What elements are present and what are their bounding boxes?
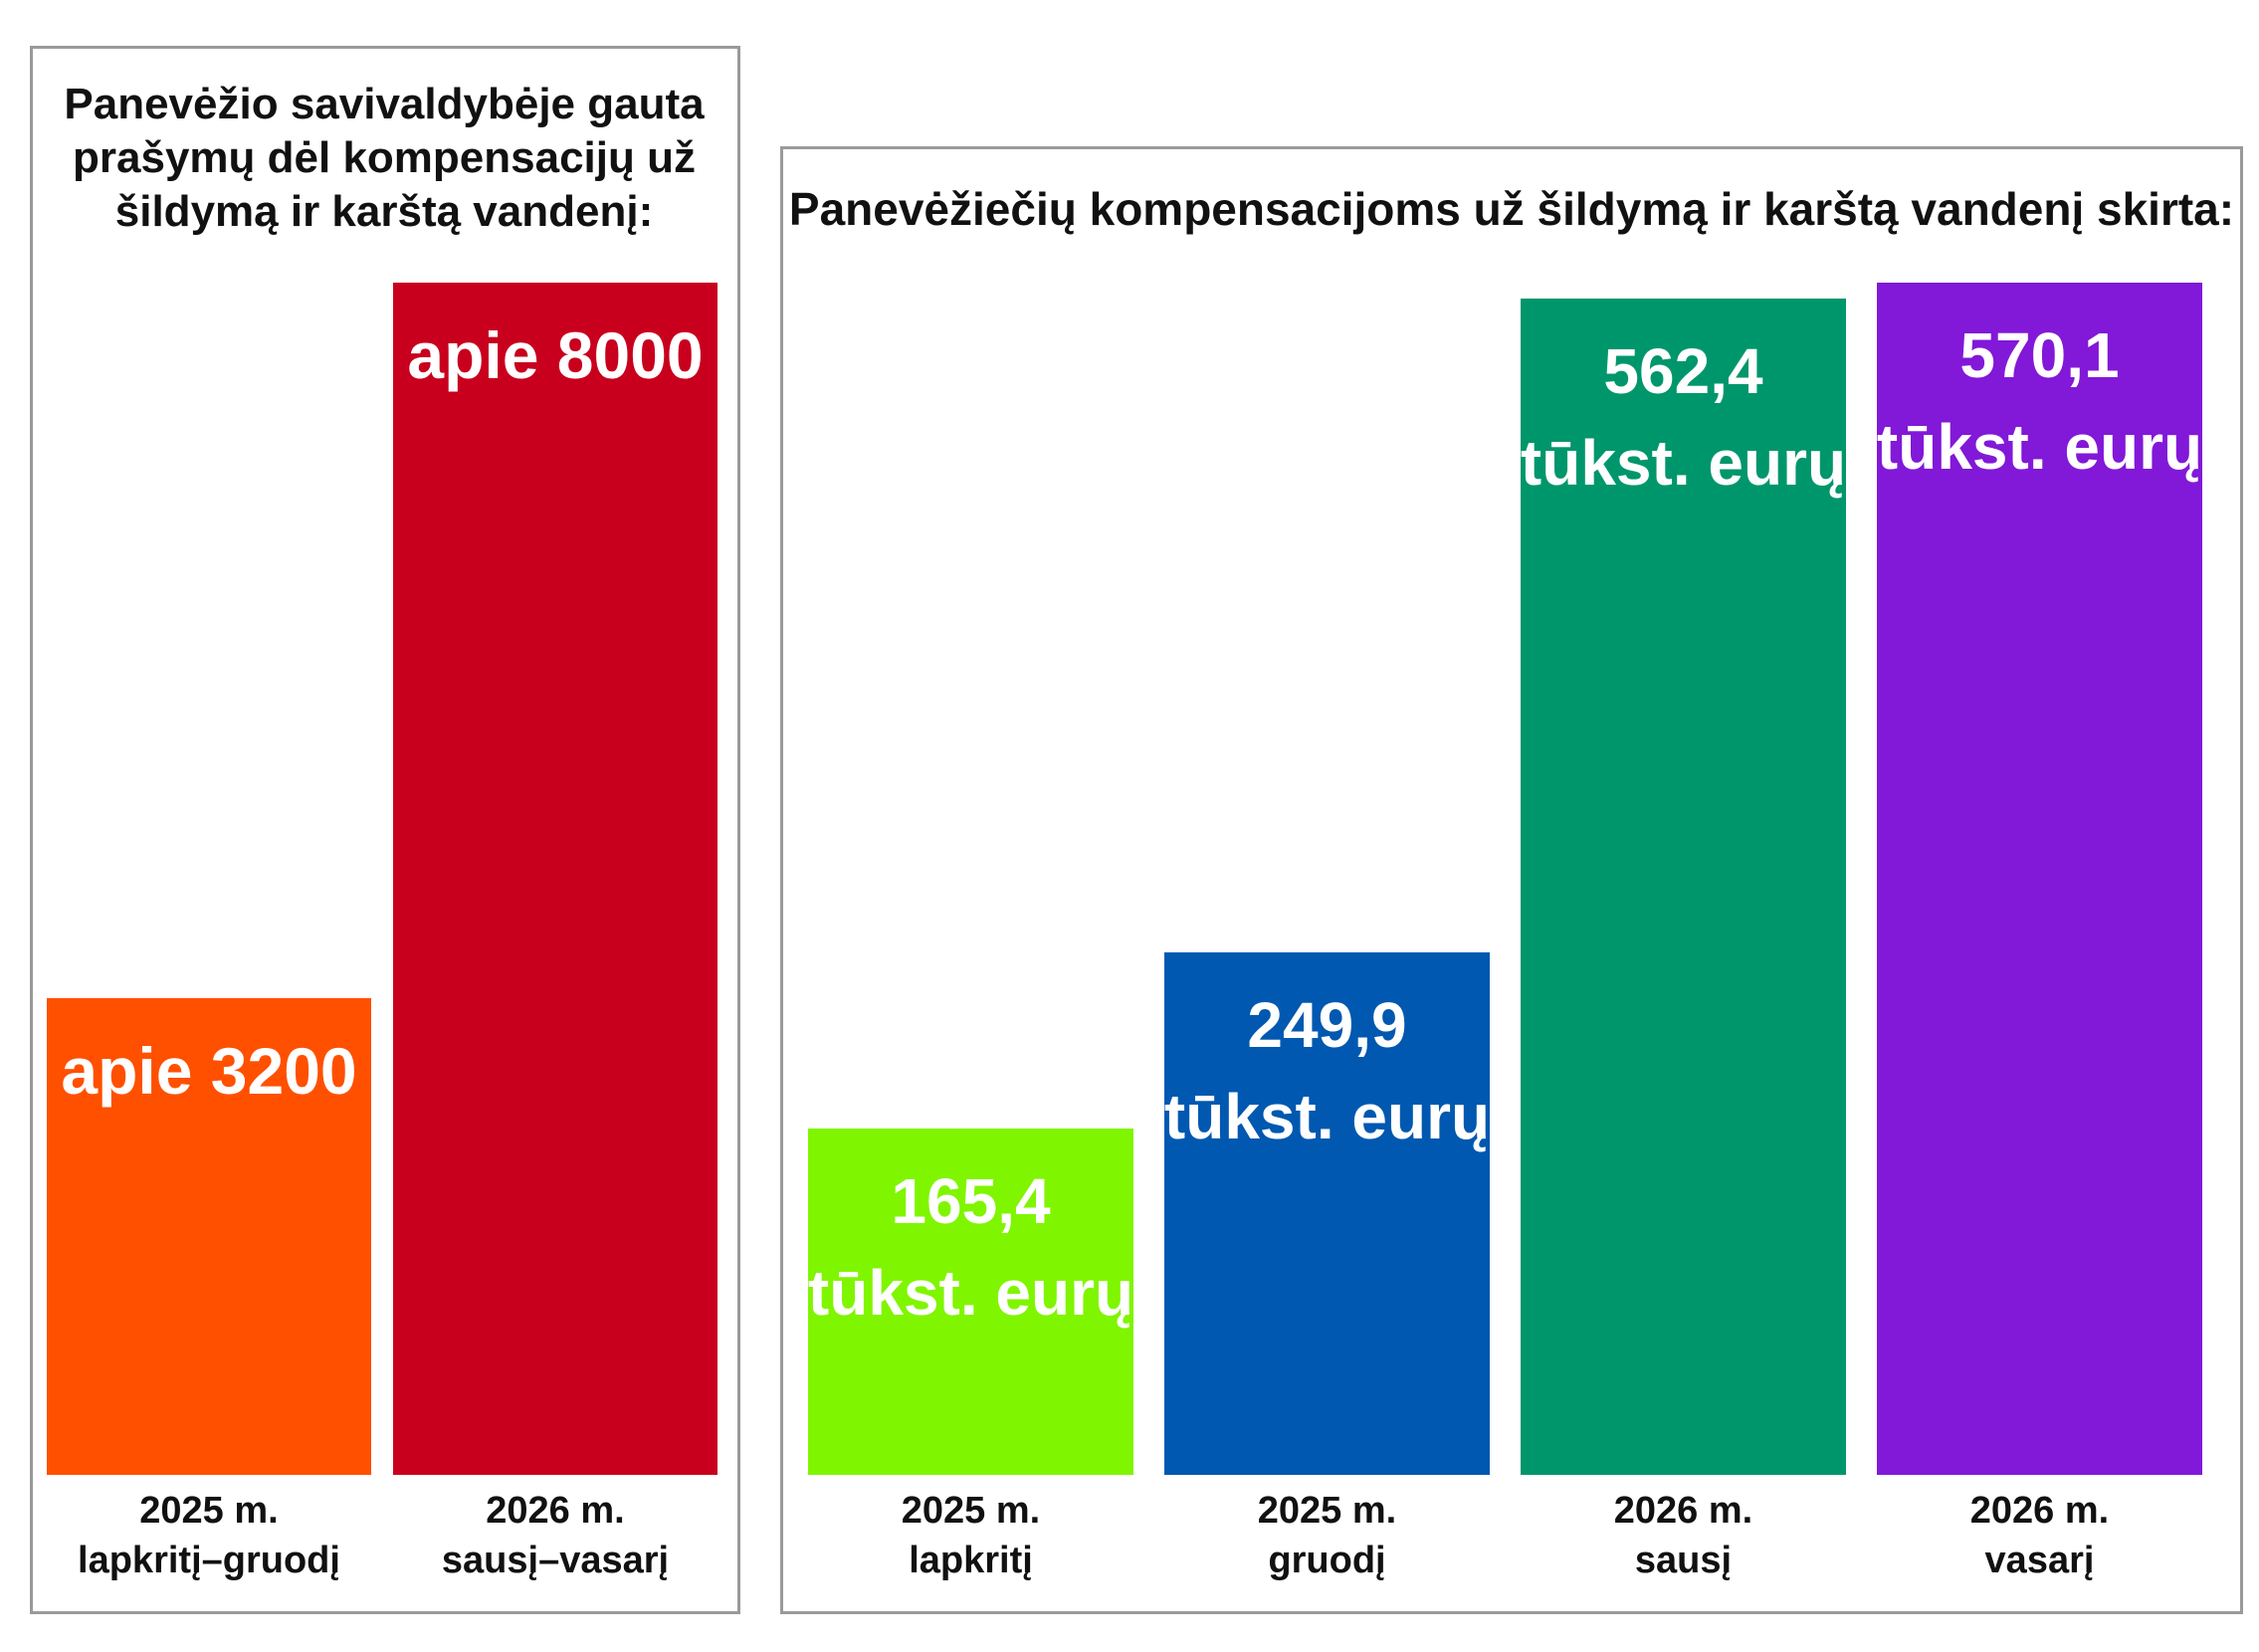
bar xyxy=(1164,952,1490,1475)
data-label: apie 3200 xyxy=(61,1034,356,1108)
data-label: 165,4 xyxy=(891,1165,1051,1237)
bar xyxy=(47,998,371,1475)
category-label: sausį–vasarį xyxy=(442,1540,669,1581)
data-label: tūkst. eurų xyxy=(1877,411,2202,483)
category-label: sausį xyxy=(1635,1540,1732,1581)
data-label: 562,4 xyxy=(1603,335,1763,407)
bar xyxy=(808,1129,1133,1475)
data-label: tūkst. eurų xyxy=(1164,1081,1490,1152)
data-label: tūkst. eurų xyxy=(1521,427,1846,499)
left-chart-title: Panevėžio savivaldybėje gauta prašymų dė… xyxy=(64,80,705,236)
data-label: tūkst. eurų xyxy=(808,1257,1133,1329)
bar xyxy=(1521,299,1846,1475)
data-label: 570,1 xyxy=(1959,319,2119,391)
category-label: lapkritį–gruodį xyxy=(78,1540,340,1581)
category-label: 2026 m. xyxy=(1614,1490,1752,1532)
category-label: 2025 m. xyxy=(902,1490,1040,1532)
category-label: 2025 m. xyxy=(1258,1490,1396,1532)
data-label: 249,9 xyxy=(1247,989,1406,1061)
category-label: 2026 m. xyxy=(486,1490,624,1532)
category-label: 2026 m. xyxy=(1970,1490,2109,1532)
category-label: lapkritį xyxy=(909,1540,1033,1581)
category-label: vasarį xyxy=(1985,1540,2095,1581)
bar xyxy=(393,283,718,1475)
category-label: gruodį xyxy=(1268,1540,1385,1581)
data-label: apie 8000 xyxy=(407,318,703,392)
category-label: 2025 m. xyxy=(139,1490,278,1532)
right-chart-title: Panevėžiečių kompensacijoms už šildymą i… xyxy=(788,183,2235,235)
bar xyxy=(1877,283,2202,1475)
